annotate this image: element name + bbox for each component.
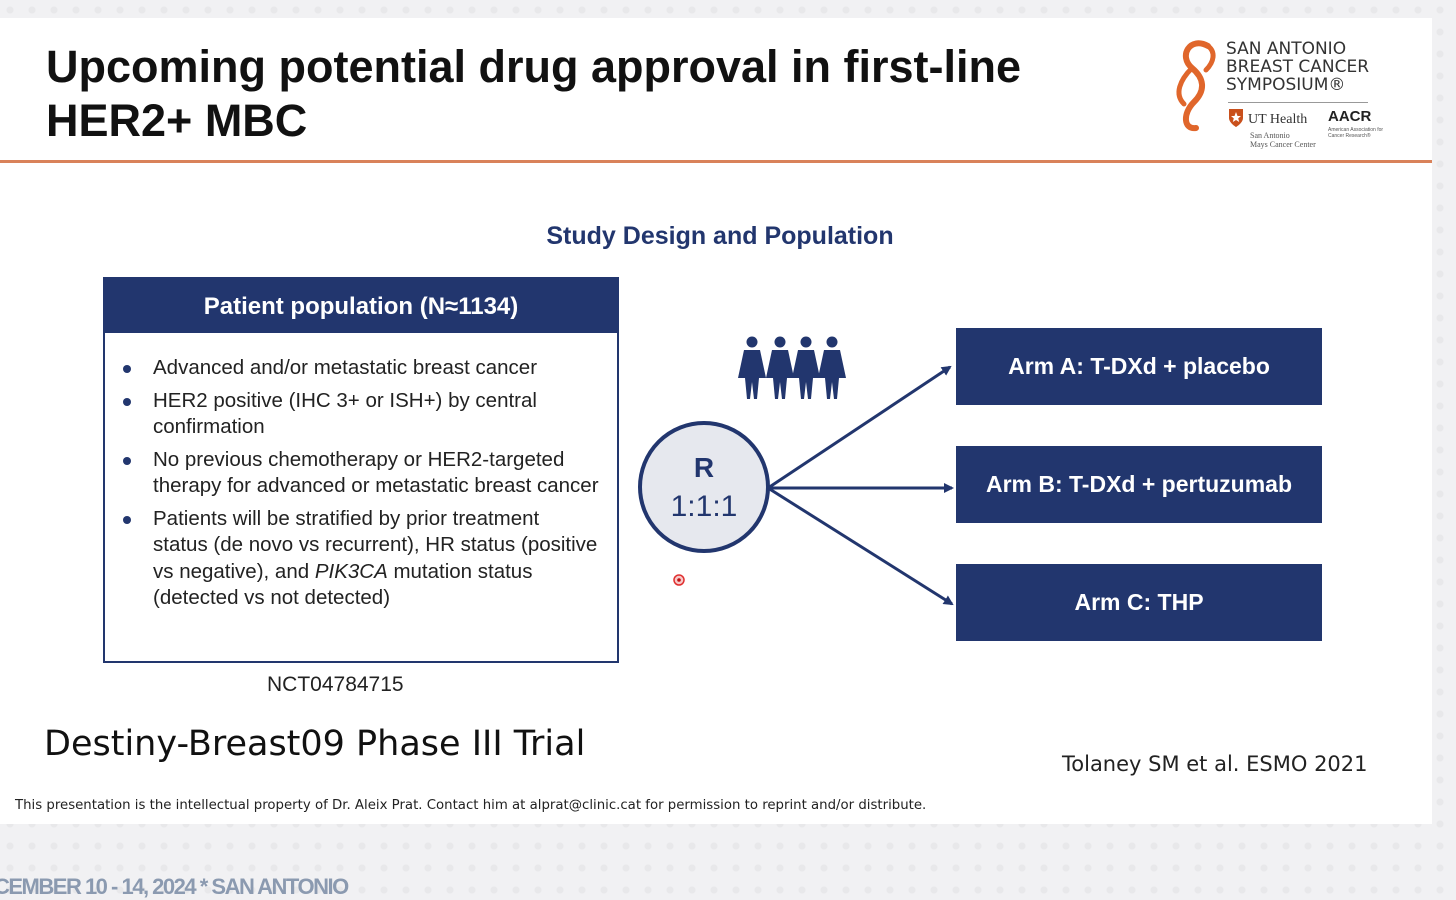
randomization-ratio: 1:1:1 — [670, 490, 738, 523]
citation: Tolaney SM et al. ESMO 2021 — [1062, 752, 1368, 776]
arm-a-box: Arm A: T-DXd + placebo — [956, 328, 1322, 405]
aacr-sublabel: American Association for Cancer Research… — [1328, 127, 1384, 139]
patient-population-header: Patient population (N≈1134) — [105, 279, 617, 333]
slide: Upcoming potential drug approval in firs… — [0, 18, 1432, 824]
copyright-notice: This presentation is the intellectual pr… — [15, 798, 927, 813]
laser-pointer-dot — [673, 574, 685, 586]
study-design-heading: Study Design and Population — [546, 222, 894, 250]
ut-sub-line-1: San Antonio — [1250, 131, 1290, 140]
sabcs-logo: SAN ANTONIO BREAST CANCER SYMPOSIUM® UT … — [1170, 38, 1390, 156]
arrow-to-arm-c — [767, 486, 954, 606]
title-divider — [0, 160, 1432, 163]
ut-health-label: UT Health — [1248, 112, 1308, 127]
ribbon-8-logo-icon — [1176, 40, 1216, 132]
eligibility-item: No previous chemotherapy or HER2-targete… — [123, 447, 599, 500]
ut-shield-icon — [1229, 109, 1243, 127]
patient-population-box: Patient population (N≈1134) Advanced and… — [103, 277, 619, 663]
sabcs-wordmark: SAN ANTONIO BREAST CANCER SYMPOSIUM® — [1226, 40, 1396, 94]
eligibility-item: Advanced and/or metastatic breast cancer — [123, 355, 599, 382]
sabcs-line-2: BREAST CANCER — [1226, 57, 1370, 77]
sabcs-line-1: SAN ANTONIO — [1226, 39, 1347, 59]
logo-divider — [1228, 102, 1368, 103]
ut-health-sublabel: San Antonio Mays Cancer Center — [1250, 131, 1316, 149]
group-of-women-icon — [738, 336, 846, 399]
eligibility-list: Advanced and/or metastatic breast cancer… — [105, 333, 617, 612]
conference-date-banner: CEMBER 10 - 14, 2024 * SAN ANTONIO — [0, 874, 349, 899]
arrow-to-arm-a — [767, 365, 952, 490]
trial-name: Destiny-Breast09 Phase III Trial — [44, 724, 586, 764]
arm-c-box: Arm C: THP — [956, 564, 1322, 641]
pik3ca-gene-name: PIK3CA — [314, 559, 388, 583]
eligibility-item: HER2 positive (IHC 3+ or ISH+) by centra… — [123, 388, 599, 441]
randomization-diagram — [638, 336, 954, 606]
stratification-text: Patients will be stratified by prior tre… — [153, 506, 598, 583]
randomization-letter: R — [693, 452, 715, 483]
randomization-circle — [638, 421, 770, 553]
eligibility-item: Patients will be stratified by prior tre… — [123, 506, 599, 612]
slide-title-line-2: HER2+ MBC — [46, 95, 308, 146]
aacr-logo: AACR — [1328, 108, 1372, 125]
slide-title-line-1: Upcoming potential drug approval in firs… — [46, 41, 1022, 92]
slide-title: Upcoming potential drug approval in firs… — [46, 40, 1126, 148]
arm-b-box: Arm B: T-DXd + pertuzumab — [956, 446, 1322, 523]
ut-sub-line-2: Mays Cancer Center — [1250, 140, 1316, 149]
nct-identifier: NCT04784715 — [267, 673, 404, 696]
sabcs-line-3: SYMPOSIUM® — [1226, 75, 1346, 95]
stratification-text-end: mutation status (detected vs not detecte… — [153, 559, 533, 610]
